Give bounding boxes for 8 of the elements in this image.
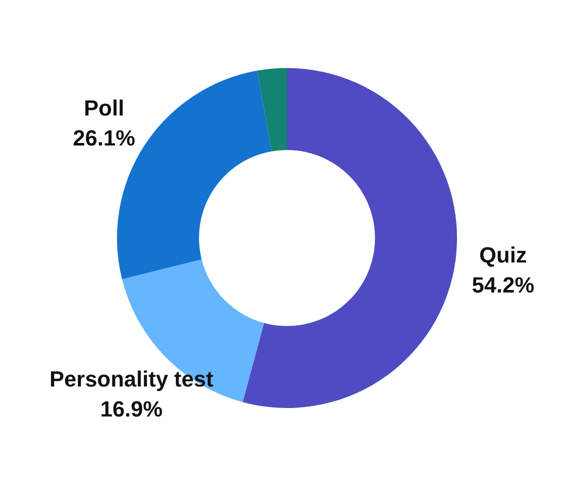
- donut-slice: [257, 68, 287, 152]
- slice-label: Quiz: [479, 242, 527, 268]
- data-label: 54.2%: [472, 272, 534, 298]
- data-label: 16.9%: [100, 396, 163, 422]
- slice-label: Personality test: [49, 366, 214, 392]
- donut-slice: [242, 68, 457, 408]
- data-label: 26.1%: [72, 125, 136, 150]
- slice-label: Poll: [84, 95, 124, 120]
